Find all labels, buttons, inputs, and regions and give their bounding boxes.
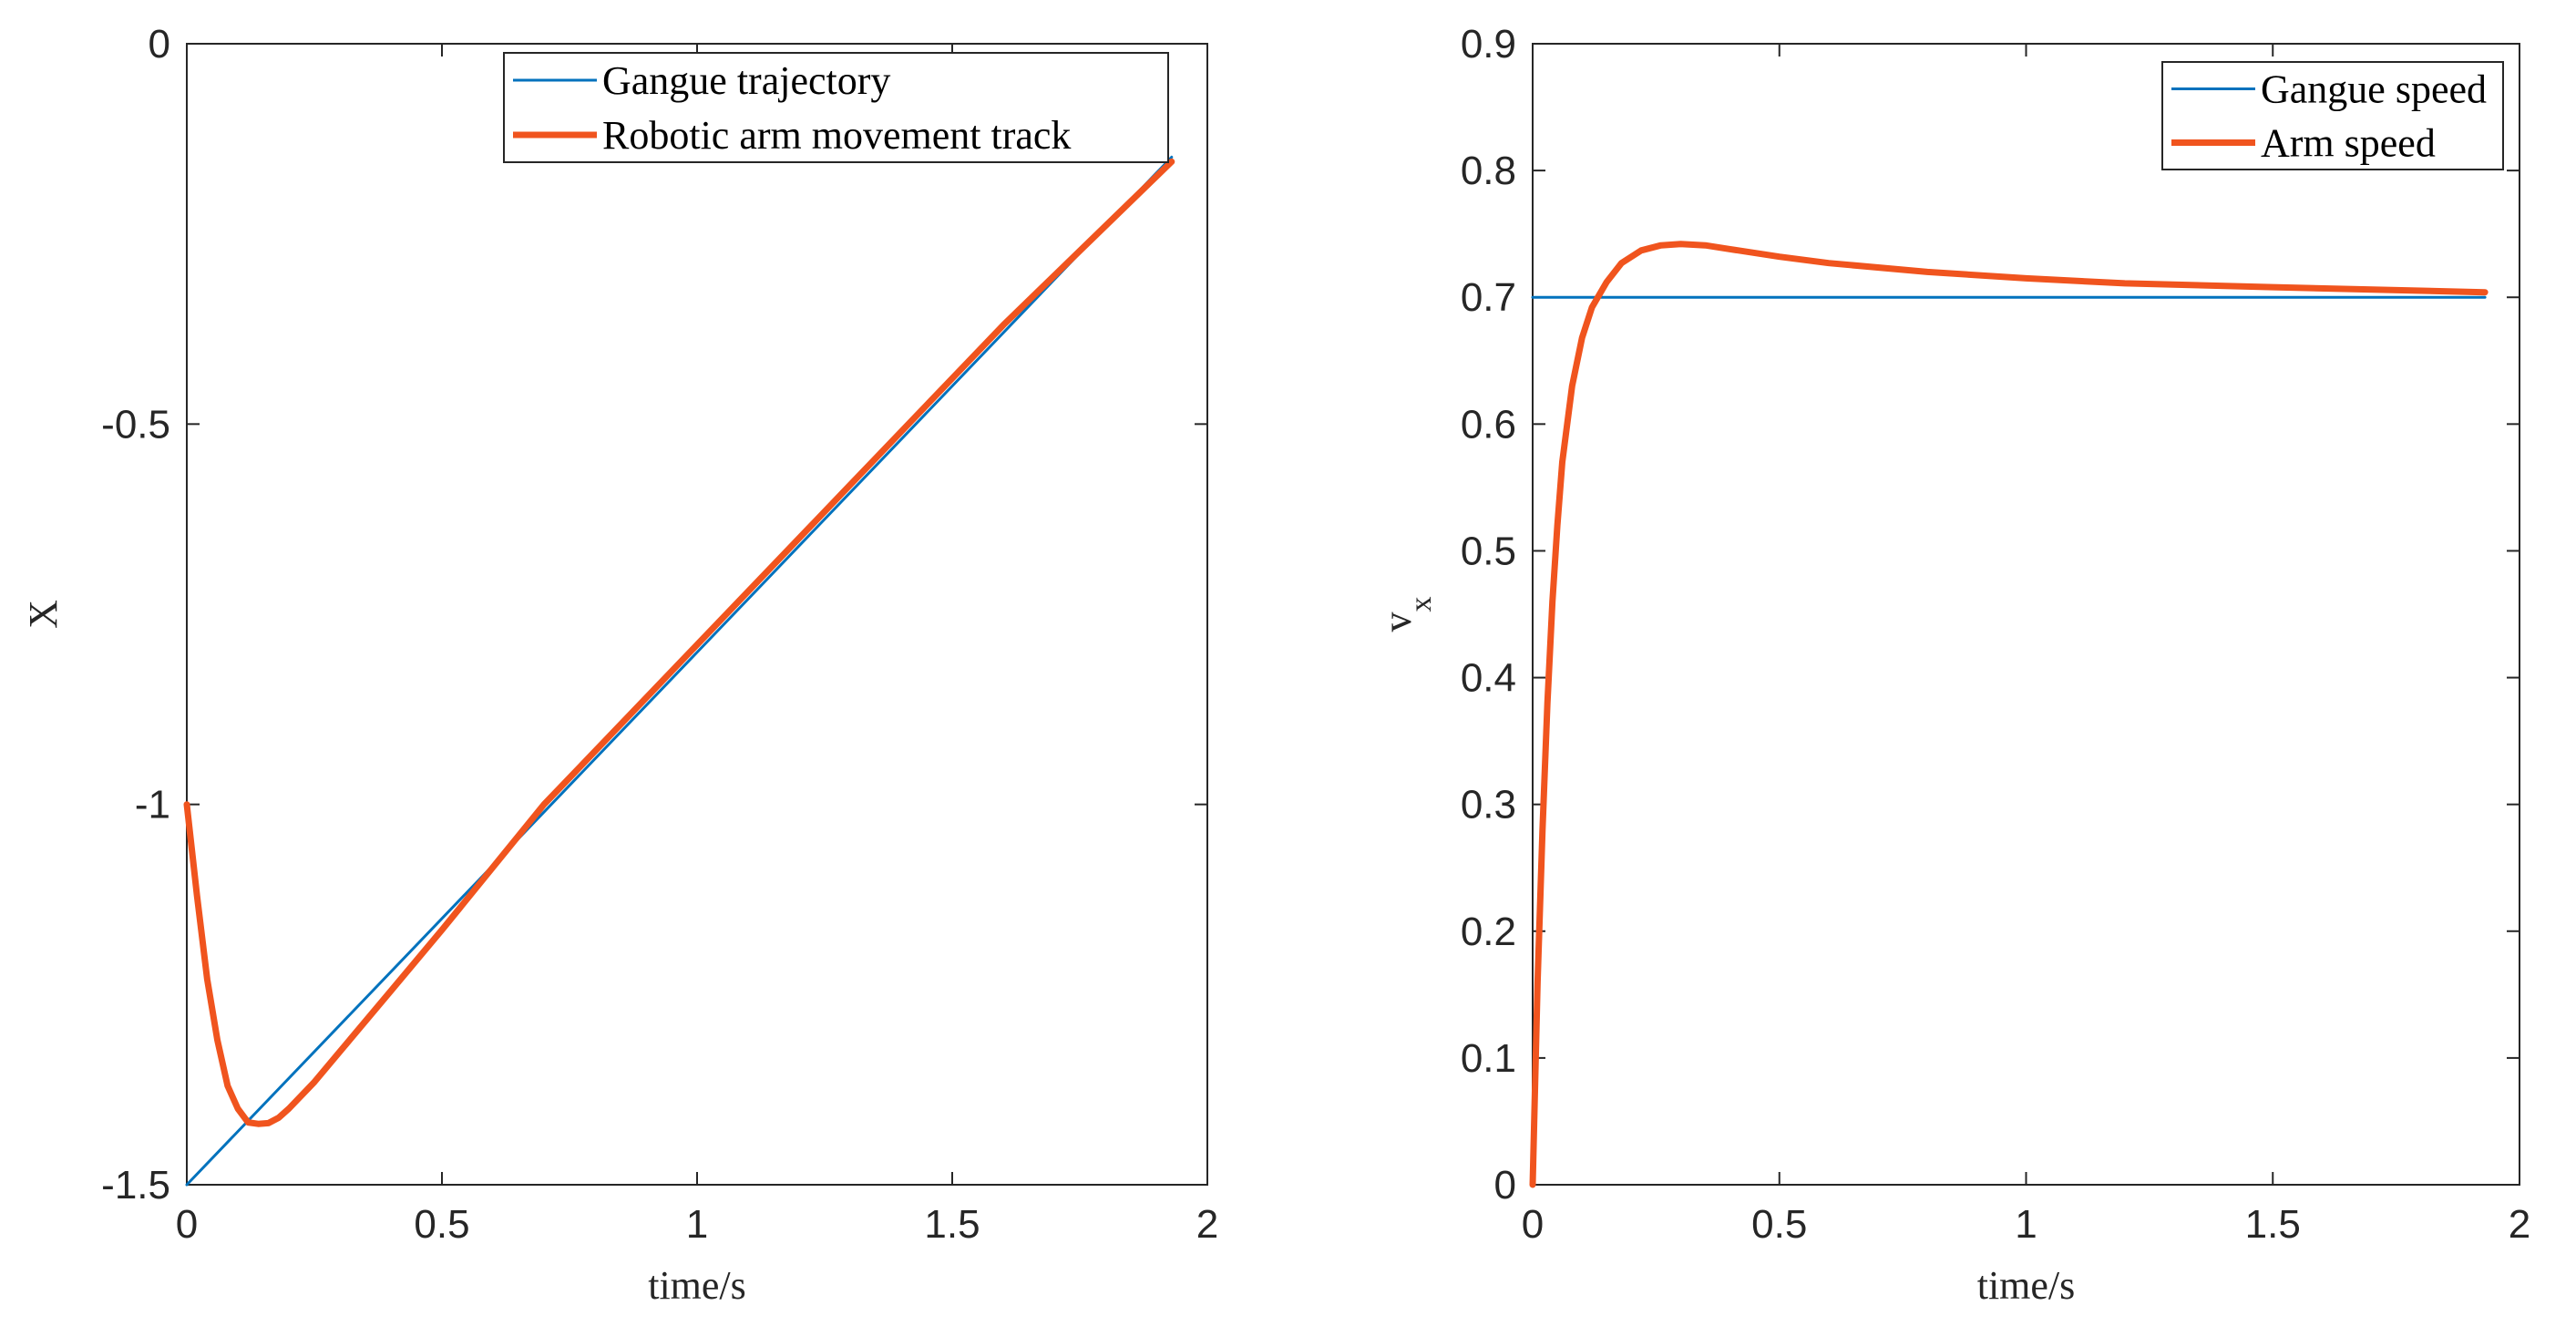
legend: Gangue trajectory Robotic arm movement tr… xyxy=(503,52,1169,163)
legend: Gangue speed Arm speed xyxy=(2161,61,2504,170)
y-tick-label: 0.7 xyxy=(1461,275,1516,320)
y-tick-label: 0 xyxy=(149,22,170,67)
series-line-2 xyxy=(1529,241,2489,1188)
x-axis-label: time/s xyxy=(1977,1263,2076,1308)
y-tick-label: 0.3 xyxy=(1461,783,1516,827)
plot-area-border xyxy=(186,43,1208,1186)
y-tick-label: -1 xyxy=(135,783,170,827)
y-tick-label: 0.1 xyxy=(1461,1036,1516,1081)
series-line-1 xyxy=(185,155,1174,1187)
x-tick-label: 1.5 xyxy=(2245,1202,2301,1247)
y-tick-label: 0 xyxy=(1494,1163,1516,1208)
x-tick-label: 0 xyxy=(176,1202,198,1247)
legend-entry-2: Arm speed xyxy=(2261,121,2436,166)
y-tick-label: 0.2 xyxy=(1461,910,1516,954)
legend-entry-1: Gangue speed xyxy=(2261,67,2487,112)
y-axis-label: vx xyxy=(1375,597,1438,632)
x-tick-label: 1 xyxy=(2015,1202,2037,1247)
chart-panel-1: 0 0.5 1 1.5 2 -1.5 -1 -0.5 0 time/s X Gangue trajec… xyxy=(21,22,1218,1308)
y-tick-label: 0.6 xyxy=(1461,402,1516,447)
x-tick-label: 1 xyxy=(686,1202,708,1247)
y-tick-label: 0.5 xyxy=(1461,529,1516,573)
chart-panel-2: 0 0.5 1 1.5 2 0 0.1 0.2 0.3 0.4 0.5 0.6 0.7 0.8 0.9 tim… xyxy=(1375,22,2530,1308)
legend-entry-1: Gangue trajectory xyxy=(602,58,890,103)
y-tick-label: 0.8 xyxy=(1461,149,1516,193)
x-tick-label: 2 xyxy=(2509,1202,2530,1247)
x-tick-label: 0.5 xyxy=(1751,1202,1807,1247)
series-line-2 xyxy=(183,158,1175,1127)
plot-area-border xyxy=(1532,43,2520,1186)
legend-box xyxy=(503,52,1169,163)
x-tick-label: 0.5 xyxy=(414,1202,469,1247)
y-tick-label: 0.4 xyxy=(1461,656,1516,701)
x-tick-label: 0 xyxy=(1522,1202,1544,1247)
y-axis-label-subscript: x xyxy=(1404,597,1438,612)
x-tick-label: 2 xyxy=(1196,1202,1218,1247)
y-axis-label: X xyxy=(21,600,66,629)
x-tick-label: 1.5 xyxy=(924,1202,980,1247)
y-tick-label: 0.9 xyxy=(1461,22,1516,67)
x-axis-label: time/s xyxy=(648,1263,746,1308)
legend-box xyxy=(2161,61,2504,170)
y-tick-label: -0.5 xyxy=(101,402,170,447)
legend-entry-2: Robotic arm movement track xyxy=(602,113,1071,158)
y-tick-label: -1.5 xyxy=(101,1163,170,1208)
